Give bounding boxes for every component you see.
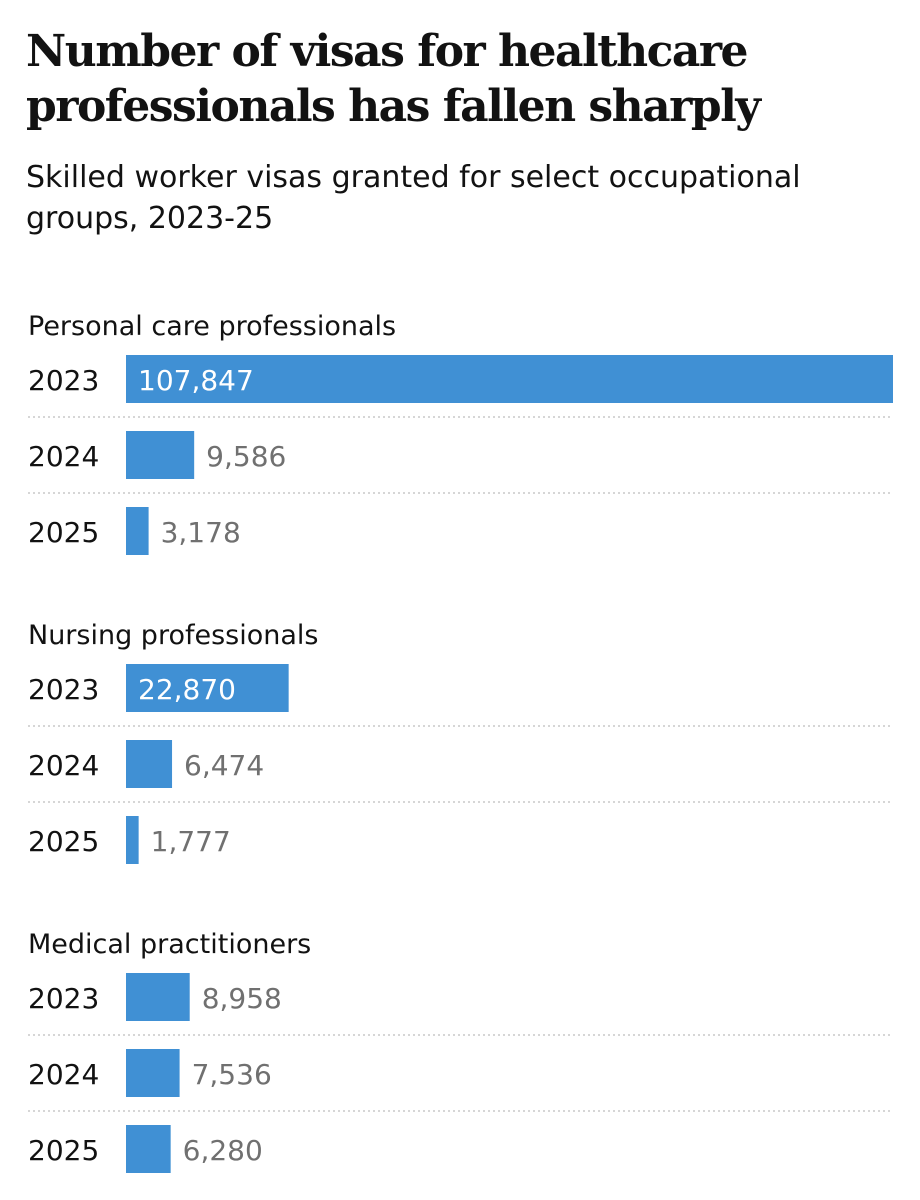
bar bbox=[126, 355, 893, 403]
year-label: 2023 bbox=[28, 673, 99, 706]
value-label: 7,536 bbox=[192, 1058, 272, 1091]
year-label: 2024 bbox=[28, 440, 99, 473]
value-label: 1,777 bbox=[151, 825, 231, 858]
year-label: 2024 bbox=[28, 1058, 99, 1091]
chart-subtitle: Skilled worker visas granted for select … bbox=[26, 160, 801, 236]
group-title: Personal care professionals bbox=[28, 311, 396, 342]
value-label: 6,280 bbox=[183, 1134, 263, 1167]
year-label: 2025 bbox=[28, 516, 99, 549]
year-label: 2025 bbox=[28, 825, 99, 858]
group-title: Medical practitioners bbox=[28, 929, 311, 960]
year-label: 2023 bbox=[28, 982, 99, 1015]
bar bbox=[126, 816, 139, 864]
year-label: 2025 bbox=[28, 1134, 99, 1167]
bar bbox=[126, 431, 195, 479]
year-label: 2024 bbox=[28, 749, 99, 782]
value-label: 9,586 bbox=[206, 440, 286, 473]
bar bbox=[126, 664, 289, 712]
bar bbox=[126, 1125, 171, 1173]
value-label: 3,178 bbox=[161, 516, 241, 549]
value-label: 22,870 bbox=[138, 673, 236, 706]
value-label: 6,474 bbox=[184, 749, 264, 782]
value-label: 8,958 bbox=[202, 982, 282, 1015]
year-label: 2023 bbox=[28, 364, 99, 397]
bar bbox=[126, 740, 173, 788]
group-title: Nursing professionals bbox=[28, 620, 318, 651]
bar bbox=[126, 1049, 180, 1097]
chart-title: Number of visas for healthcare professio… bbox=[26, 26, 761, 132]
bar bbox=[126, 973, 190, 1021]
bar bbox=[126, 507, 149, 555]
value-label: 107,847 bbox=[138, 364, 254, 397]
